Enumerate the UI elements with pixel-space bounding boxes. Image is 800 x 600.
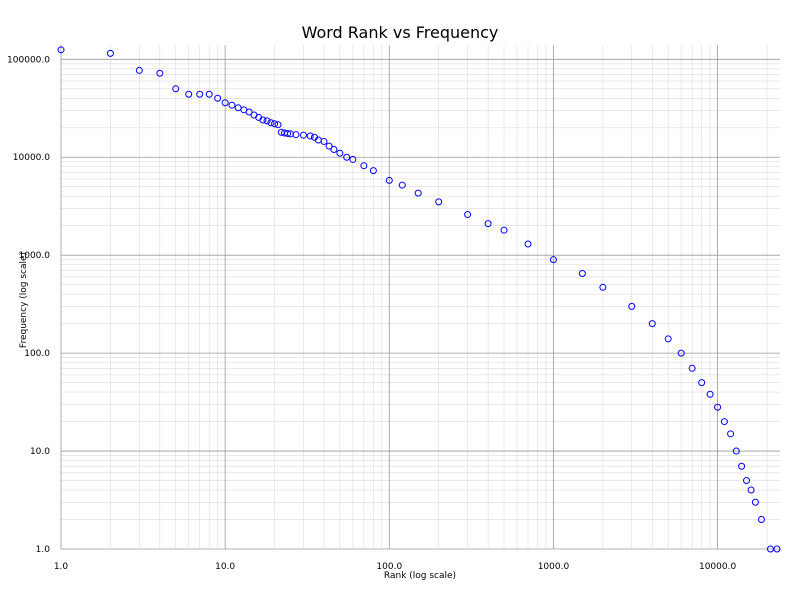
y-tick-label: 1.0 [36,545,51,555]
data-point [720,418,728,426]
data-point [751,498,759,506]
data-point [284,129,292,137]
data-point [484,220,492,228]
data-point [369,167,377,175]
data-point [228,101,236,109]
y-tick-label: 100.0 [24,349,50,359]
data-point [325,142,333,150]
x-axis-label: Rank (log scale) [384,571,456,581]
data-point [648,320,656,328]
data-point [698,379,706,387]
data-point [214,94,222,102]
data-points [57,46,781,553]
data-point [343,153,351,161]
data-point [156,69,164,77]
y-tick-label: 100000.0 [7,55,50,65]
minor-gridlines [61,45,780,549]
data-point [738,462,746,470]
data-point [688,364,696,372]
x-tick-label: 100.0 [376,562,402,572]
x-tick-label: 1000.0 [538,562,570,572]
data-point [106,49,114,57]
data-point [773,545,781,553]
data-point [677,349,685,357]
data-point [221,99,229,107]
data-point [549,256,557,264]
data-point [500,226,508,234]
data-point [664,335,672,343]
major-gridlines [60,45,780,550]
data-point [727,430,735,438]
data-point [742,477,750,485]
y-axis-ticks: 1.0 10.0 100.0 1000.0 10000.0 100000.0 [7,55,50,555]
data-point [599,283,607,291]
data-point [398,181,406,189]
data-point [714,403,722,411]
data-point [524,240,532,248]
y-axis-label: Frequency (log scale) [19,252,29,348]
data-point [57,46,65,54]
data-point [259,116,267,124]
y-tick-label: 10000.0 [13,153,50,163]
x-axis-ticks: 1.0 10.0 100.0 1000.0 10000.0 [54,562,737,572]
data-point [747,486,755,494]
data-point [414,189,422,197]
data-point [185,90,193,98]
data-point [732,447,740,455]
data-point [306,132,314,140]
data-point [196,90,204,98]
y-tick-label: 1000.0 [19,251,51,261]
chart-title: Word Rank vs Frequency [302,23,499,42]
data-point [385,176,393,184]
data-point [578,270,586,278]
data-point [360,162,368,170]
data-point [320,137,328,145]
data-point [299,131,307,139]
data-point [271,120,279,128]
data-point [274,121,282,129]
data-point [435,198,443,206]
data-point [336,149,344,157]
data-point [263,117,271,125]
x-tick-label: 10.0 [215,562,235,572]
x-tick-label: 1.0 [54,562,69,572]
data-point [267,119,275,127]
x-tick-label: 10000.0 [699,562,736,572]
data-point [245,108,253,116]
data-point [757,516,765,524]
data-point [628,302,636,310]
data-point [205,90,213,98]
data-point [292,131,300,139]
data-point [330,145,338,153]
data-point [706,390,714,398]
data-point [135,66,143,74]
data-point [464,211,472,219]
data-point [349,155,357,163]
data-point [172,85,180,93]
y-tick-label: 10.0 [30,447,50,457]
